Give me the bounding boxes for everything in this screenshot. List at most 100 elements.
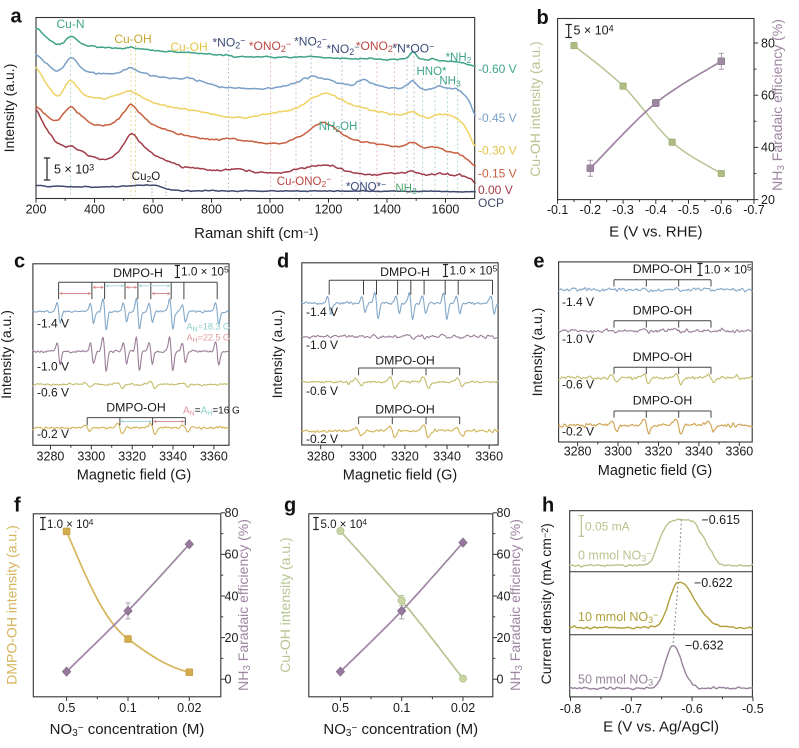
svg-text:-0.2: -0.2: [580, 203, 602, 217]
svg-text:Cu-OH: Cu-OH: [170, 40, 207, 54]
svg-text:40: 40: [225, 589, 239, 603]
svg-text:80: 80: [497, 506, 511, 520]
svg-text:-1.4 V: -1.4 V: [37, 317, 69, 331]
svg-text:3280: 3280: [307, 449, 335, 463]
svg-text:3320: 3320: [645, 444, 673, 458]
svg-text:0.02: 0.02: [177, 701, 201, 715]
svg-text:NO3− concentration (M): NO3− concentration (M): [50, 721, 205, 739]
svg-text:-0.60 V: -0.60 V: [478, 62, 517, 76]
svg-text:-0.2 V: -0.2 V: [562, 425, 594, 439]
svg-text:20: 20: [225, 631, 239, 645]
svg-text:*NH2: *NH2: [446, 52, 472, 65]
svg-text:0.05 mA: 0.05 mA: [585, 520, 630, 534]
svg-text:OCP: OCP: [478, 196, 504, 210]
svg-text:Cu-N: Cu-N: [56, 17, 84, 31]
svg-text:-0.6: -0.6: [681, 702, 703, 716]
svg-text:*ONO2−: *ONO2−: [249, 39, 291, 54]
svg-text:20: 20: [497, 631, 511, 645]
svg-text:400: 400: [84, 202, 105, 216]
svg-text:NH3 Faradaic efficiency (%): NH3 Faradaic efficiency (%): [235, 519, 253, 691]
svg-text:3360: 3360: [200, 450, 228, 464]
svg-text:Intensity (a.u.): Intensity (a.u.): [269, 310, 285, 399]
svg-text:-0.8: -0.8: [560, 702, 582, 716]
svg-text:*ONO2−: *ONO2−: [356, 39, 398, 54]
svg-text:Intensity (a.u.): Intensity (a.u.): [0, 310, 14, 399]
svg-text:h: h: [542, 494, 554, 516]
svg-text:DMPO-H: DMPO-H: [380, 265, 430, 279]
svg-text:−0.615: −0.615: [701, 513, 740, 527]
svg-text:-0.6 V: -0.6 V: [306, 384, 338, 398]
svg-text:AH=22.5 G: AH=22.5 G: [187, 333, 230, 345]
svg-text:NH3 Faradaic efficiency (%): NH3 Faradaic efficiency (%): [769, 19, 787, 191]
svg-text:AN=18.3 G: AN=18.3 G: [187, 322, 230, 334]
svg-text:Cu-OH: Cu-OH: [114, 32, 151, 46]
svg-text:NH2OH: NH2OH: [319, 121, 358, 134]
svg-text:Current density (mA cm−2): Current density (mA cm−2): [538, 523, 554, 684]
svg-text:1.0 × 104: 1.0 × 104: [47, 518, 94, 531]
svg-text:g: g: [284, 495, 296, 517]
svg-text:-1.0 V: -1.0 V: [562, 332, 594, 346]
svg-text:Raman shift (cm−1): Raman shift (cm−1): [194, 225, 318, 242]
svg-text:E (V vs. RHE): E (V vs. RHE): [609, 224, 702, 241]
svg-text:DMPO-H: DMPO-H: [113, 266, 163, 280]
svg-text:80: 80: [761, 36, 775, 50]
svg-text:1.0 × 105: 1.0 × 105: [450, 264, 498, 278]
svg-text:DMPO-OH: DMPO-OH: [633, 350, 692, 364]
svg-text:-0.5: -0.5: [678, 203, 700, 217]
svg-text:3360: 3360: [725, 444, 753, 458]
svg-text:-0.3: -0.3: [612, 203, 634, 217]
svg-text:0: 0: [225, 673, 232, 687]
svg-text:−0.622: −0.622: [694, 576, 733, 590]
svg-text:1.0 × 105: 1.0 × 105: [181, 265, 229, 279]
svg-text:NH3 Faradaic efficiency (%): NH3 Faradaic efficiency (%): [507, 519, 525, 691]
svg-text:3340: 3340: [433, 449, 461, 463]
svg-text:0.02: 0.02: [451, 701, 475, 715]
svg-text:-0.6 V: -0.6 V: [562, 378, 594, 392]
svg-text:-0.1: -0.1: [547, 203, 569, 217]
svg-text:Cu-OH intensity (a.u.): Cu-OH intensity (a.u.): [527, 41, 543, 176]
svg-text:-0.4: -0.4: [645, 203, 667, 217]
svg-text:3280: 3280: [564, 444, 592, 458]
svg-text:-0.45 V: -0.45 V: [478, 111, 517, 125]
svg-text:-1.0 V: -1.0 V: [37, 360, 69, 374]
svg-text:3320: 3320: [391, 449, 419, 463]
svg-text:50 mmol NO3−: 50 mmol NO3−: [578, 672, 658, 687]
svg-text:0.1: 0.1: [393, 701, 410, 715]
svg-text:-0.2 V: -0.2 V: [306, 432, 338, 446]
svg-text:AN=AH=16 G: AN=AH=16 G: [183, 406, 240, 418]
svg-text:1400: 1400: [373, 202, 401, 216]
svg-text:b: b: [537, 7, 549, 29]
svg-text:0: 0: [497, 673, 504, 687]
svg-text:Cu-OH intensity (a.u.): Cu-OH intensity (a.u.): [277, 537, 293, 672]
svg-text:f: f: [14, 495, 21, 517]
svg-text:−0.632: −0.632: [685, 639, 724, 653]
svg-text:1000: 1000: [256, 202, 284, 216]
svg-text:0.5: 0.5: [332, 701, 349, 715]
svg-text:-0.15 V: -0.15 V: [478, 167, 517, 181]
svg-text:0.5: 0.5: [58, 701, 75, 715]
svg-text:0 mmol NO3−: 0 mmol NO3−: [578, 549, 651, 564]
svg-text:0.00 V: 0.00 V: [478, 183, 513, 197]
svg-text:-0.6: -0.6: [710, 203, 732, 217]
svg-text:NH3: NH3: [395, 183, 417, 196]
svg-text:-0.6 V: -0.6 V: [37, 386, 69, 400]
svg-text:HNO*: HNO*: [416, 66, 447, 78]
svg-text:DMPO-OH: DMPO-OH: [633, 262, 692, 276]
svg-text:200: 200: [26, 202, 47, 216]
svg-text:-1.0 V: -1.0 V: [306, 338, 338, 352]
svg-text:3300: 3300: [77, 450, 105, 464]
svg-text:3340: 3340: [685, 444, 713, 458]
svg-text:60: 60: [497, 548, 511, 562]
svg-text:40: 40: [761, 141, 775, 155]
svg-text:1.0 × 105: 1.0 × 105: [704, 263, 752, 277]
svg-text:Magnetic field (G): Magnetic field (G): [343, 467, 457, 483]
svg-text:Cu2O: Cu2O: [132, 171, 160, 184]
svg-text:60: 60: [761, 89, 775, 103]
svg-text:DMPO-OH: DMPO-OH: [633, 303, 692, 317]
svg-text:10 mmol NO3−: 10 mmol NO3−: [578, 610, 658, 625]
svg-text:3280: 3280: [37, 450, 65, 464]
svg-text:Cu-ONO2−: Cu-ONO2−: [277, 174, 331, 189]
svg-text:5 × 103: 5 × 103: [54, 163, 94, 177]
svg-text:-0.5: -0.5: [742, 702, 764, 716]
svg-text:*ONO*−: *ONO*−: [346, 180, 386, 194]
